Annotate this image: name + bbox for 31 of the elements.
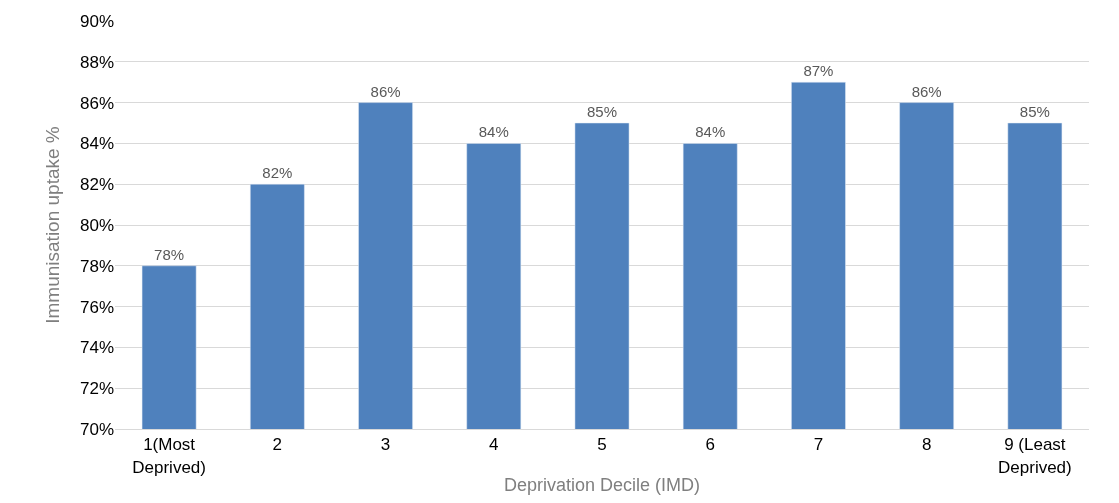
data-label: 84%: [695, 123, 726, 141]
y-axis-title: Immunisation uptake %: [41, 126, 63, 324]
y-tick-label: 74%: [79, 338, 114, 358]
y-tick-label: 76%: [79, 297, 114, 317]
data-label: 84%: [478, 123, 509, 141]
data-label: 87%: [803, 62, 834, 80]
x-tick-label: 3: [380, 435, 391, 455]
y-tick-label: 78%: [79, 256, 114, 276]
y-tick-label: 82%: [79, 175, 114, 195]
y-tick-label: 88%: [79, 52, 114, 72]
data-label: 86%: [911, 82, 942, 100]
y-tick-label: 84%: [79, 134, 114, 154]
x-tick-label: 6: [705, 435, 715, 455]
y-tick-label: 80%: [79, 215, 114, 235]
data-label: 78%: [154, 245, 185, 263]
x-tick-label: 8: [921, 435, 932, 455]
x-tick-label: 4: [489, 435, 499, 455]
x-tick-label: 2: [272, 435, 283, 455]
x-tick-label: 9 (Least Deprived): [998, 435, 1072, 477]
y-tick-label: 90%: [79, 11, 114, 31]
x-tick-label: 7: [813, 435, 824, 455]
y-tick-label: 86%: [79, 93, 114, 113]
y-tick-label: 72%: [79, 379, 114, 399]
data-label: 86%: [370, 82, 401, 100]
y-tick-label: 70%: [79, 419, 114, 439]
data-label: 82%: [262, 164, 293, 182]
x-tick-label: 1(Most Deprived): [132, 435, 206, 477]
data-label: 85%: [586, 103, 618, 120]
x-tick-label: 5: [597, 435, 607, 455]
x-axis-title: Deprivation Decile (IMD): [503, 474, 701, 495]
data-label: 85%: [1019, 103, 1050, 120]
